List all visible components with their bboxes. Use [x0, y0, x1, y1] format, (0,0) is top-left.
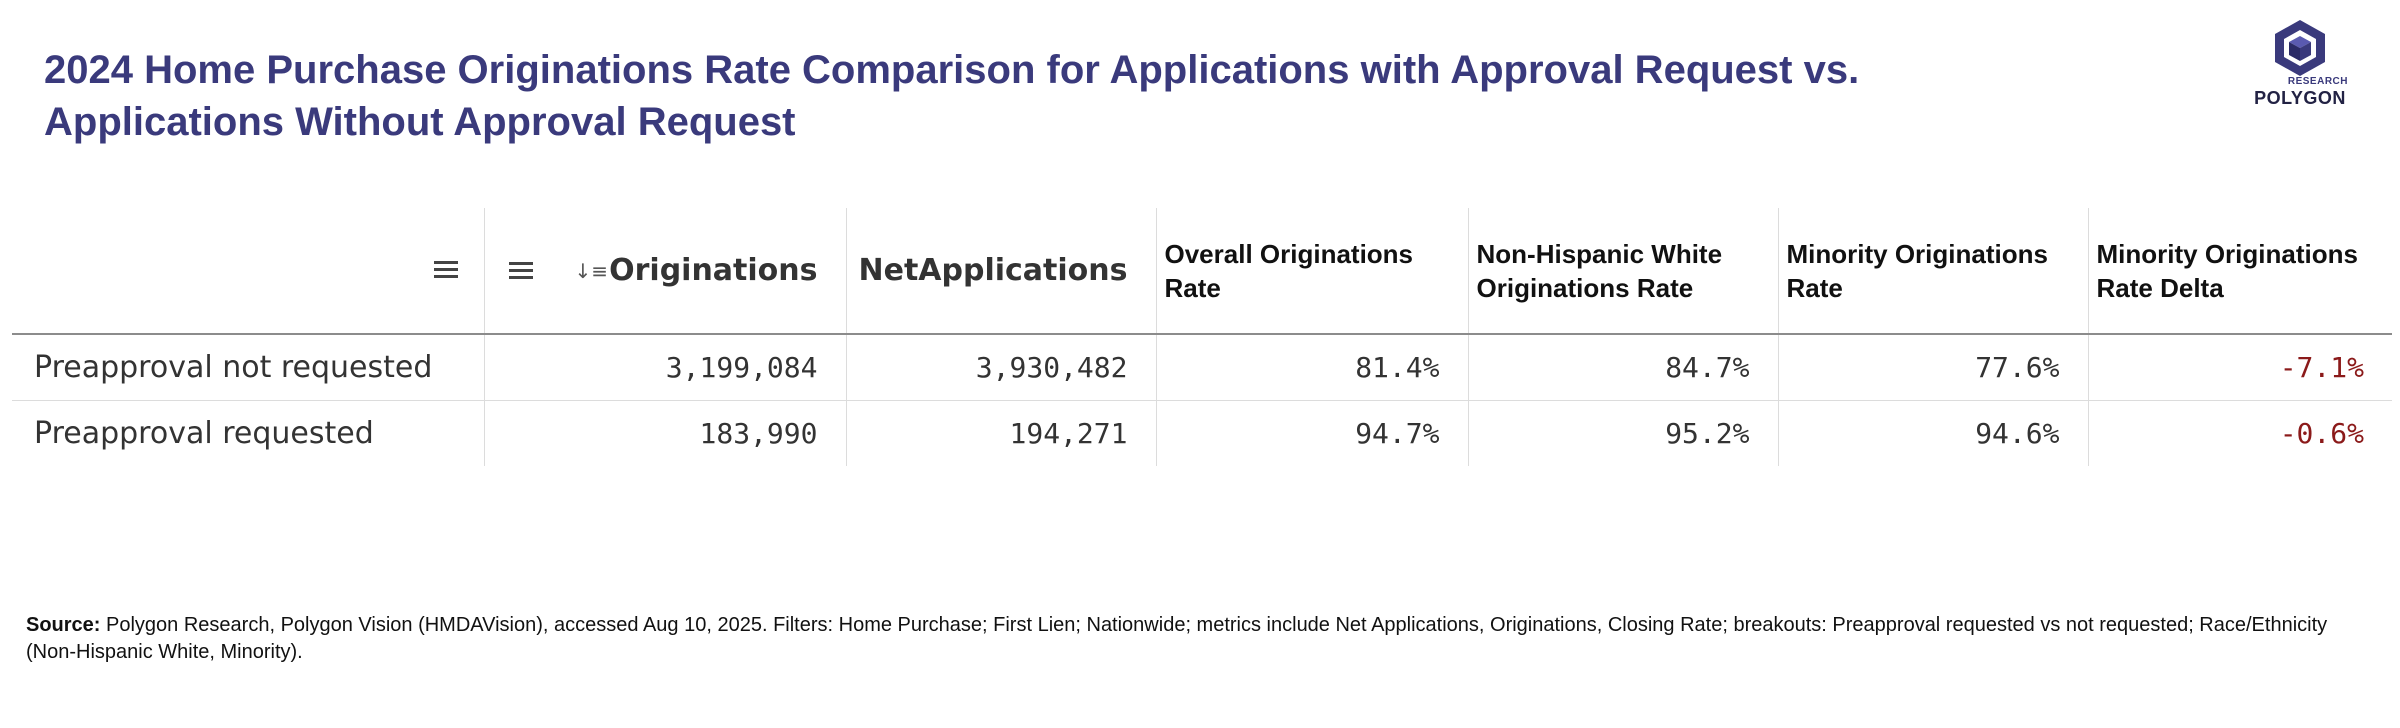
row-dimension-menu-icon[interactable] [433, 261, 458, 279]
table-row[interactable]: Preapproval not requested 3,199,084 3,93… [12, 334, 2392, 401]
page-title: 2024 Home Purchase Originations Rate Com… [44, 48, 1860, 144]
row-label: Preapproval requested [34, 415, 374, 451]
cell-nhw-rate: 95.2% [1467, 400, 1778, 466]
cell-nhw-rate: 84.7% [1467, 334, 1778, 401]
column-header-overall-rate[interactable]: Overall Originations Rate [1155, 208, 1468, 335]
source-footnote: Source: Polygon Research, Polygon Vision… [26, 612, 2346, 666]
cell-net-applications: 194,271 [845, 400, 1156, 466]
column-header-minority-delta[interactable]: Minority Originations Rate Delta [2087, 208, 2392, 335]
column-header-minority-rate-label: Minority Originations Rate [1786, 238, 2048, 303]
cell-minority-delta: -0.6% [2087, 400, 2392, 466]
comparison-table: ↓≡ Originations NetApplications Overall … [12, 208, 2392, 466]
column-header-overall-rate-label: Overall Originations Rate [1164, 238, 1414, 303]
column-menu-icon[interactable] [508, 261, 533, 280]
source-text: Polygon Research, Polygon Vision (HMDAVi… [26, 614, 2328, 663]
cell-minority-rate: 94.6% [1777, 400, 2088, 466]
table-row[interactable]: Preapproval requested 183,990 194,271 94… [12, 400, 2392, 466]
polygon-hexagon-icon [2275, 20, 2325, 76]
row-dimension-header [12, 208, 484, 335]
polygon-logo: RESEARCH POLYGON [2240, 18, 2360, 110]
row-label: Preapproval not requested [12, 334, 484, 401]
cell-minority-delta: -7.1% [2087, 334, 2392, 401]
cell-originations: 3,199,084 [483, 334, 846, 401]
data-table-container: ↓≡ Originations NetApplications Overall … [12, 208, 2392, 466]
column-header-originations[interactable]: ↓≡ Originations [483, 208, 846, 335]
cell-minority-rate: 77.6% [1777, 334, 2088, 401]
column-header-net-applications-label: NetApplications [858, 253, 1128, 288]
cell-overall-rate: 81.4% [1155, 334, 1468, 401]
logo-brand-text: POLYGON [2254, 88, 2346, 108]
column-header-nhw-rate[interactable]: Non-Hispanic White Originations Rate [1467, 208, 1778, 335]
cell-net-applications: 3,930,482 [845, 334, 1156, 401]
cell-overall-rate: 94.7% [1155, 400, 1468, 466]
sort-descending-icon[interactable]: ↓≡ [574, 258, 609, 283]
column-header-nhw-rate-label: Non-Hispanic White Originations Rate [1476, 238, 1723, 303]
column-header-minority-rate[interactable]: Minority Originations Rate [1777, 208, 2088, 335]
logo-research-text: RESEARCH [2287, 76, 2348, 87]
source-label: Source: [26, 614, 101, 636]
column-header-net-applications[interactable]: NetApplications [845, 208, 1156, 335]
cell-originations: 183,990 [483, 400, 846, 466]
column-header-originations-label: Originations [609, 253, 818, 288]
table-header-row: ↓≡ Originations NetApplications Overall … [12, 208, 2392, 335]
column-header-minority-delta-label: Minority Originations Rate Delta [2096, 238, 2358, 303]
